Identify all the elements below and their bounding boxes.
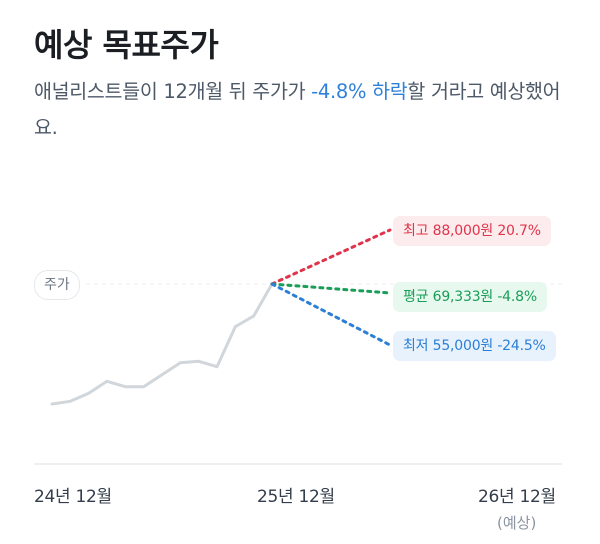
summary-text-after: 할 거라고 예상했어요. xyxy=(34,80,561,139)
x-label-start: 24년 12월 xyxy=(34,487,112,507)
x-label-current: 25년 12월 xyxy=(257,487,335,507)
target-high-label: 최고 88,000원 20.7% xyxy=(393,216,551,246)
projection-low-line xyxy=(270,282,392,347)
target-low-label: 최저 55,000원 -24.5% xyxy=(393,331,556,361)
current-price-chip: 주가 xyxy=(34,270,80,300)
summary-change: -4.8% 하락 xyxy=(311,80,408,103)
page-title: 예상 목표주가 xyxy=(34,26,219,64)
x-label-forecast-note: (예상) xyxy=(497,514,537,532)
forecast-summary: 애널리스트들이 12개월 뒤 주가가 -4.8% 하락할 거라고 예상했어요. xyxy=(34,74,574,146)
x-label-forecast: 26년 12월 xyxy=(478,487,556,507)
projection-high-line xyxy=(270,228,392,286)
summary-text-before: 애널리스트들이 12개월 뒤 주가가 xyxy=(34,80,312,103)
projection-average-line xyxy=(270,282,392,295)
price-history-line xyxy=(50,282,274,406)
target-average-label: 평균 69,333원 -4.8% xyxy=(393,282,547,312)
